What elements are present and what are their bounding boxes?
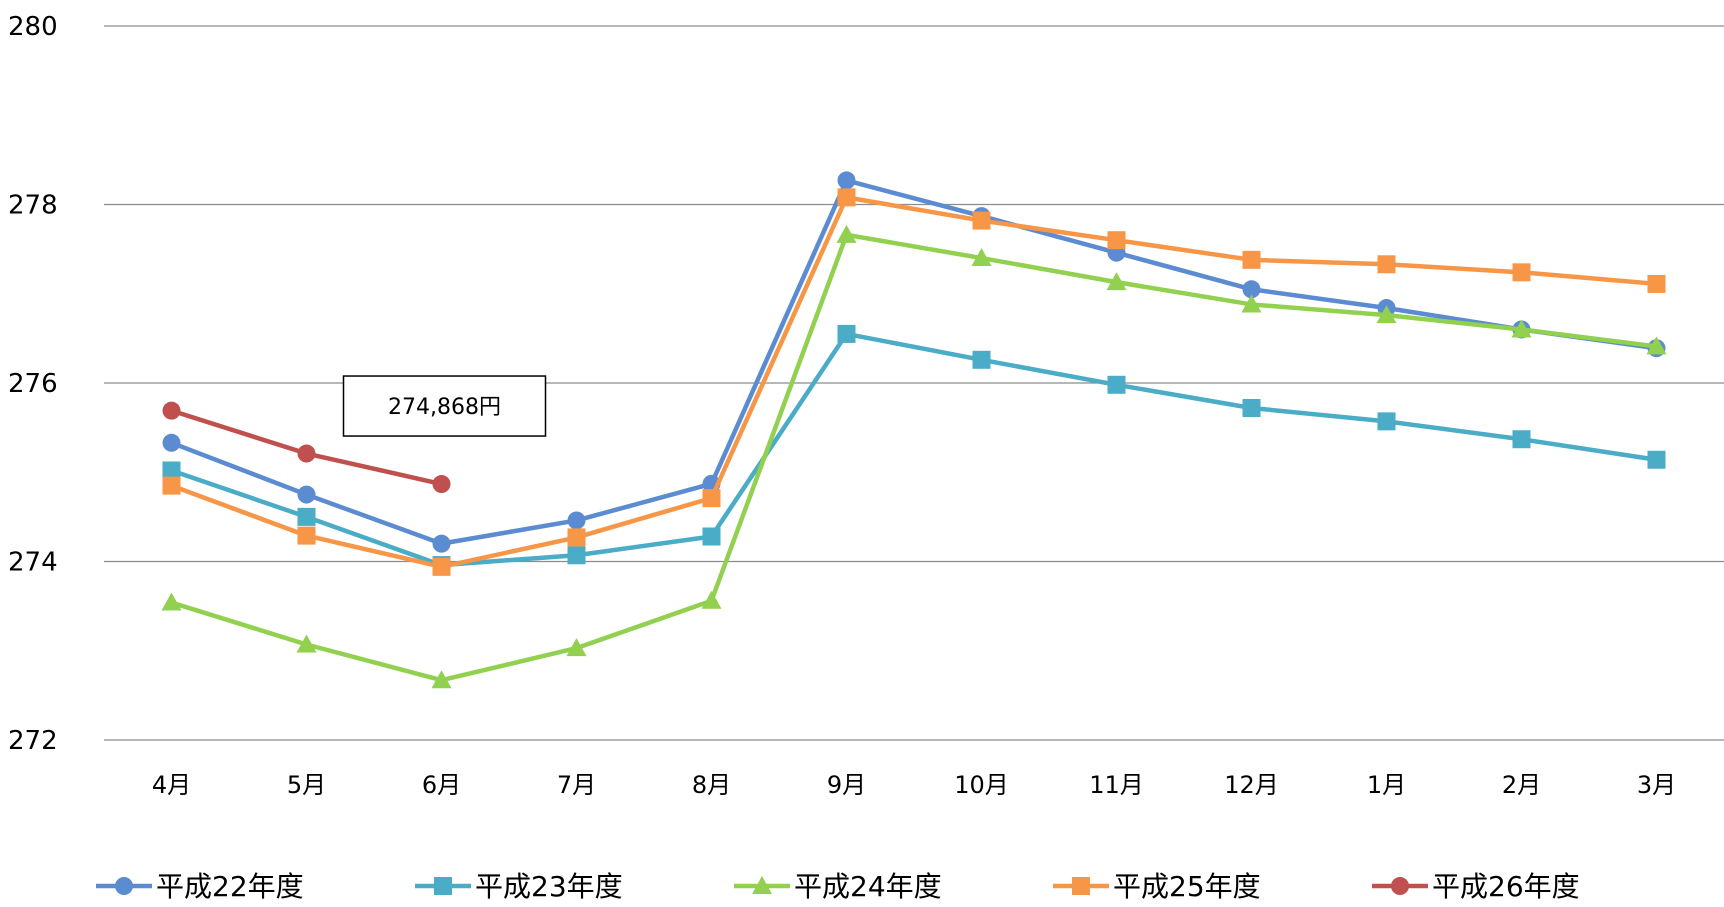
data-point: [1647, 274, 1666, 293]
x-tick-label: 6月: [422, 771, 461, 799]
y-axis-ticks: 272 274 276 278 280: [8, 12, 58, 756]
data-point: [1647, 450, 1666, 469]
data-point: [1106, 272, 1127, 291]
data-point: [971, 248, 992, 267]
legend-swatch-marker: [752, 876, 772, 894]
data-point: [431, 670, 452, 689]
legend: 平成22年度 平成23年度 平成24年度 平成25年度 平成26年度: [96, 870, 1580, 903]
data-point: [162, 476, 181, 495]
data-point: [161, 592, 182, 611]
data-point: [297, 444, 316, 463]
data-point: [837, 171, 856, 190]
data-point: [162, 433, 181, 452]
data-point: [1242, 250, 1261, 269]
x-tick-label: 7月: [557, 771, 596, 799]
x-tick-label: 3月: [1637, 771, 1676, 799]
y-tick-label: 274: [8, 548, 58, 578]
series-5: [162, 401, 451, 494]
data-point: [1242, 280, 1261, 299]
data-point: [837, 188, 856, 207]
y-tick-label: 276: [8, 369, 58, 399]
data-point: [1512, 430, 1531, 449]
data-point: [1512, 263, 1531, 282]
series-1: [162, 171, 1666, 553]
series-3: [161, 224, 1667, 689]
x-tick-label: 10月: [954, 771, 1009, 799]
x-axis-ticks: 4月 5月 6月 7月 8月 9月 10月 11月 12月 1月 2月 3月: [152, 771, 1676, 799]
legend-label: 平成26年度: [1432, 870, 1580, 903]
series-group: [161, 171, 1667, 689]
data-point: [297, 485, 316, 504]
legend-swatch-marker: [1391, 877, 1409, 895]
data-point: [702, 489, 721, 508]
x-tick-label: 2月: [1502, 771, 1541, 799]
data-point: [1646, 336, 1667, 355]
data-point: [837, 324, 856, 343]
legend-label: 平成23年度: [475, 870, 623, 903]
legend-item: 平成24年度: [734, 870, 942, 903]
x-tick-label: 4月: [152, 771, 191, 799]
data-point: [1242, 398, 1261, 417]
data-point: [566, 638, 587, 657]
y-tick-label: 278: [8, 191, 58, 221]
data-point: [1107, 231, 1126, 250]
x-tick-label: 11月: [1089, 771, 1144, 799]
data-point: [297, 526, 316, 545]
series-line: [170, 195, 1657, 570]
legend-label: 平成25年度: [1113, 870, 1261, 903]
data-point: [1107, 375, 1126, 394]
legend-item: 平成22年度: [96, 870, 304, 903]
data-point: [1377, 255, 1396, 274]
legend-label: 平成22年度: [156, 870, 304, 903]
data-point: [1376, 305, 1397, 324]
annotations: 274,868円: [342, 375, 547, 437]
data-point: [701, 590, 722, 609]
y-tick-label: 280: [8, 12, 58, 42]
legend-item: 平成25年度: [1053, 870, 1261, 903]
y-tick-label: 272: [8, 726, 58, 756]
data-point: [162, 461, 181, 480]
legend-item: 平成26年度: [1372, 870, 1580, 903]
series-line: [170, 331, 1657, 568]
data-point: [836, 224, 857, 243]
series-line: [170, 178, 1657, 546]
legend-item: 平成23年度: [415, 870, 623, 903]
x-tick-label: 5月: [287, 771, 326, 799]
x-tick-label: 1月: [1367, 771, 1406, 799]
series-line: [170, 232, 1657, 683]
data-point: [567, 546, 586, 565]
x-tick-label: 12月: [1224, 771, 1279, 799]
data-point: [972, 350, 991, 369]
x-tick-label: 9月: [827, 771, 866, 799]
data-point: [702, 527, 721, 546]
data-point: [432, 534, 451, 553]
x-tick-label: 8月: [692, 771, 731, 799]
data-point: [432, 557, 451, 576]
series-2: [162, 324, 1666, 575]
annotation-box: [342, 375, 547, 437]
annotation-label: 274,868円: [388, 395, 501, 420]
data-point: [567, 511, 586, 530]
data-point: [162, 401, 181, 420]
legend-swatch-marker: [115, 877, 133, 895]
legend-label: 平成24年度: [794, 870, 942, 903]
data-point: [567, 528, 586, 547]
legend-swatch-marker: [1072, 877, 1090, 895]
data-point: [296, 634, 317, 653]
data-point: [1241, 294, 1262, 313]
data-point: [1511, 319, 1532, 338]
data-point: [972, 211, 991, 230]
series-4: [162, 188, 1666, 576]
legend-swatch-marker: [434, 877, 452, 895]
data-point: [297, 507, 316, 526]
data-point: [432, 475, 451, 494]
data-point: [1377, 412, 1396, 431]
